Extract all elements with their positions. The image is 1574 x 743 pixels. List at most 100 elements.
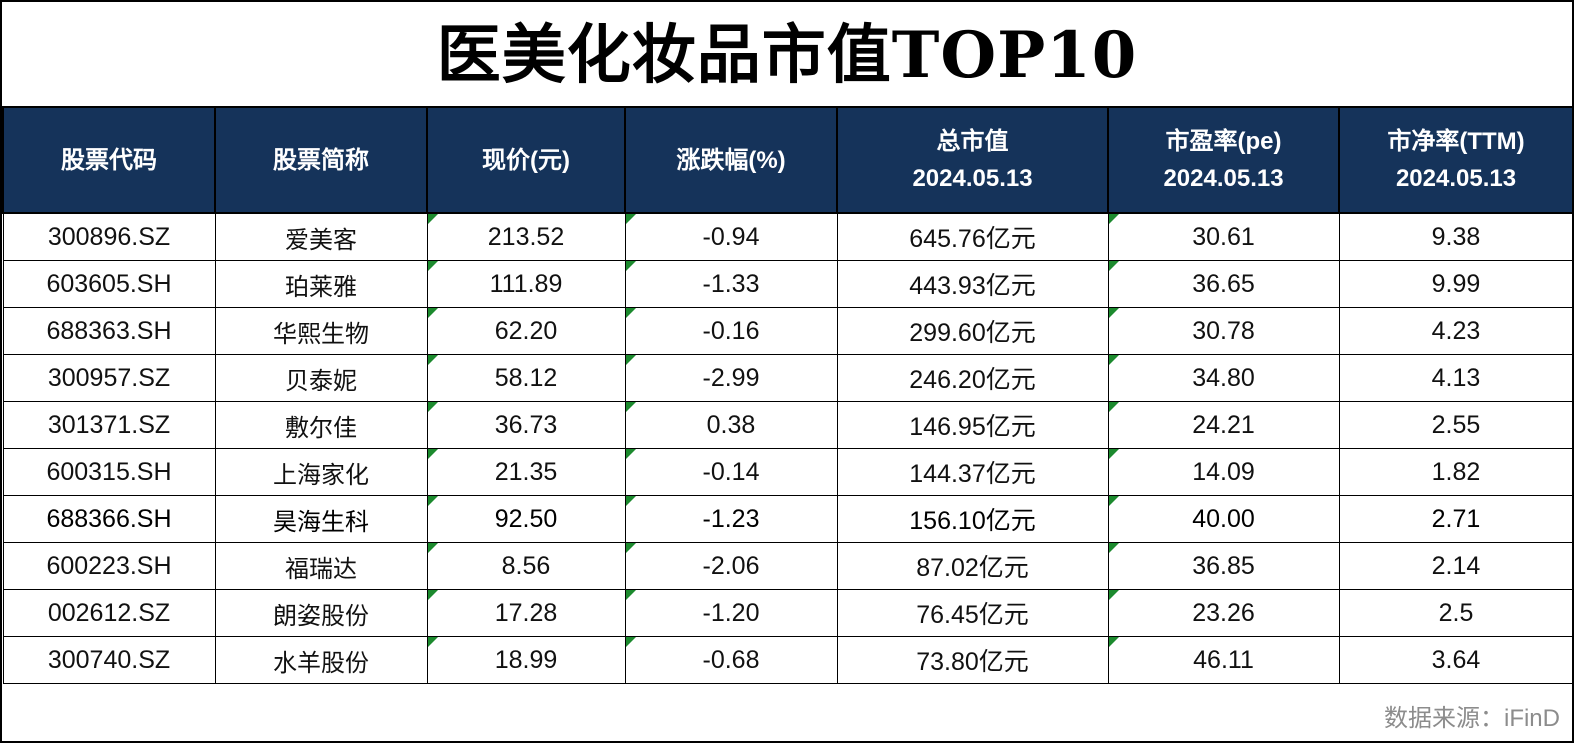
- cell-pb-ratio: 9.38: [1338, 212, 1574, 261]
- cell-stock-code: 300896.SZ: [2, 212, 216, 261]
- cell-change-pct: -0.94: [624, 212, 838, 261]
- cell-change-pct: -1.23: [624, 495, 838, 543]
- table-row: 301371.SZ 敷尔佳 36.73 0.38 146.95亿元 24.21 2.55: [2, 401, 1574, 449]
- cell-price: 213.52: [426, 212, 626, 261]
- cell-pb-ratio: 9.99: [1338, 260, 1574, 308]
- cell-stock-name: 敷尔佳: [214, 401, 428, 449]
- cell-stock-code: 688363.SH: [2, 307, 216, 355]
- cell-price: 36.73: [426, 401, 626, 449]
- cell-stock-name: 朗姿股份: [214, 589, 428, 637]
- column-header-name: 股票简称: [214, 106, 428, 214]
- cell-market-cap: 146.95亿元: [836, 401, 1109, 449]
- column-header-code: 股票代码: [2, 106, 216, 214]
- column-header-pe: 市盈率(pe) 2024.05.13: [1107, 106, 1340, 214]
- table-row: 688363.SH 华熙生物 62.20 -0.16 299.60亿元 30.78 4.23: [2, 307, 1574, 355]
- cell-stock-name: 爱美客: [214, 212, 428, 261]
- table-row: 600315.SH 上海家化 21.35 -0.14 144.37亿元 14.09 1.82: [2, 448, 1574, 496]
- cell-pb-ratio: 4.13: [1338, 354, 1574, 402]
- header-row: 股票代码 股票简称 现价(元) 涨跌幅(%) 总市值 2024.05.13 市盈…: [2, 106, 1574, 214]
- column-header-label: 总市值: [936, 128, 1009, 155]
- column-header-date: 2024.05.13: [1163, 165, 1284, 192]
- column-header-label: 市净率(TTM): [1387, 128, 1525, 155]
- cell-price: 17.28: [426, 589, 626, 637]
- column-header-label: 涨跌幅(%): [676, 146, 786, 174]
- market-cap-table: 股票代码 股票简称 现价(元) 涨跌幅(%) 总市值 2024.05.13 市盈…: [2, 106, 1574, 684]
- cell-price: 58.12: [426, 354, 626, 402]
- table-row: 688366.SH 昊海生科 92.50 -1.23 156.10亿元 40.00 2.71: [2, 495, 1574, 543]
- cell-change-pct: -0.16: [624, 307, 838, 355]
- cell-change-pct: -0.14: [624, 448, 838, 496]
- column-header-date: 2024.05.13: [1395, 165, 1517, 192]
- table-row: 603605.SH 珀莱雅 111.89 -1.33 443.93亿元 36.65 9.99: [2, 260, 1574, 308]
- column-header-price: 现价(元): [426, 106, 626, 214]
- cell-pe-ratio: 24.21: [1107, 401, 1340, 449]
- cell-market-cap: 443.93亿元: [836, 260, 1109, 308]
- cell-stock-name: 贝泰妮: [214, 354, 428, 402]
- cell-pe-ratio: 40.00: [1107, 495, 1340, 543]
- column-header-label: 市盈率(pe): [1165, 128, 1282, 155]
- cell-stock-code: 300957.SZ: [2, 354, 216, 402]
- cell-price: 8.56: [426, 542, 626, 590]
- cell-market-cap: 87.02亿元: [836, 542, 1109, 590]
- cell-pb-ratio: 4.23: [1338, 307, 1574, 355]
- cell-price: 111.89: [426, 260, 626, 308]
- table-body: 300896.SZ 爱美客 213.52 -0.94 645.76亿元 30.61 9.38…: [2, 212, 1574, 684]
- cell-pe-ratio: 30.78: [1107, 307, 1340, 355]
- cell-stock-code: 688366.SH: [2, 495, 216, 543]
- column-header-date: 2024.05.13: [912, 165, 1033, 192]
- column-header-label: 股票代码: [61, 146, 157, 174]
- cell-pe-ratio: 34.80: [1107, 354, 1340, 402]
- cell-stock-code: 600315.SH: [2, 448, 216, 496]
- cell-change-pct: -1.33: [624, 260, 838, 308]
- cell-stock-name: 珀莱雅: [214, 260, 428, 308]
- cell-change-pct: 0.38: [624, 401, 838, 449]
- cell-pb-ratio: 1.82: [1338, 448, 1574, 496]
- cell-stock-name: 水羊股份: [214, 636, 428, 684]
- column-header-pb: 市净率(TTM) 2024.05.13: [1338, 106, 1574, 214]
- cell-change-pct: -2.99: [624, 354, 838, 402]
- cell-pe-ratio: 30.61: [1107, 212, 1340, 261]
- column-header-change: 涨跌幅(%): [624, 106, 838, 214]
- cell-change-pct: -1.20: [624, 589, 838, 637]
- cell-market-cap: 73.80亿元: [836, 636, 1109, 684]
- data-source-note: 数据来源：iFinD: [1383, 705, 1560, 732]
- cell-pb-ratio: 2.71: [1338, 495, 1574, 543]
- cell-stock-name: 华熙生物: [214, 307, 428, 355]
- column-header-market-cap: 总市值 2024.05.13: [836, 106, 1109, 214]
- cell-stock-name: 昊海生科: [214, 495, 428, 543]
- cell-price: 92.50: [426, 495, 626, 543]
- column-header-label: 股票简称: [273, 146, 369, 174]
- table-row: 002612.SZ 朗姿股份 17.28 -1.20 76.45亿元 23.26 2.5: [2, 589, 1574, 637]
- cell-market-cap: 645.76亿元: [836, 212, 1109, 261]
- cell-pb-ratio: 2.5: [1338, 589, 1574, 637]
- cell-price: 21.35: [426, 448, 626, 496]
- cell-stock-code: 603605.SH: [2, 260, 216, 308]
- cell-stock-code: 002612.SZ: [2, 589, 216, 637]
- table-row: 300957.SZ 贝泰妮 58.12 -2.99 246.20亿元 34.80 4.13: [2, 354, 1574, 402]
- cell-market-cap: 156.10亿元: [836, 495, 1109, 543]
- cell-stock-name: 福瑞达: [214, 542, 428, 590]
- cell-pe-ratio: 46.11: [1107, 636, 1340, 684]
- cell-stock-code: 600223.SH: [2, 542, 216, 590]
- cell-stock-code: 301371.SZ: [2, 401, 216, 449]
- cell-pe-ratio: 14.09: [1107, 448, 1340, 496]
- cell-market-cap: 76.45亿元: [836, 589, 1109, 637]
- column-header-label: 现价(元): [482, 146, 570, 174]
- cell-pb-ratio: 2.55: [1338, 401, 1574, 449]
- cell-pe-ratio: 36.85: [1107, 542, 1340, 590]
- cell-stock-code: 300740.SZ: [2, 636, 216, 684]
- cell-pb-ratio: 2.14: [1338, 542, 1574, 590]
- cell-change-pct: -2.06: [624, 542, 838, 590]
- cell-price: 62.20: [426, 307, 626, 355]
- page-title: 医美化妆品市值TOP10: [436, 18, 1138, 93]
- cell-price: 18.99: [426, 636, 626, 684]
- table-row: 300896.SZ 爱美客 213.52 -0.94 645.76亿元 30.61 9.38: [2, 212, 1574, 261]
- cell-market-cap: 299.60亿元: [836, 307, 1109, 355]
- table-row: 600223.SH 福瑞达 8.56 -2.06 87.02亿元 36.85 2.14: [2, 542, 1574, 590]
- cell-market-cap: 144.37亿元: [836, 448, 1109, 496]
- cell-pe-ratio: 36.65: [1107, 260, 1340, 308]
- cell-market-cap: 246.20亿元: [836, 354, 1109, 402]
- cell-stock-name: 上海家化: [214, 448, 428, 496]
- table-row: 300740.SZ 水羊股份 18.99 -0.68 73.80亿元 46.11 3.64: [2, 636, 1574, 684]
